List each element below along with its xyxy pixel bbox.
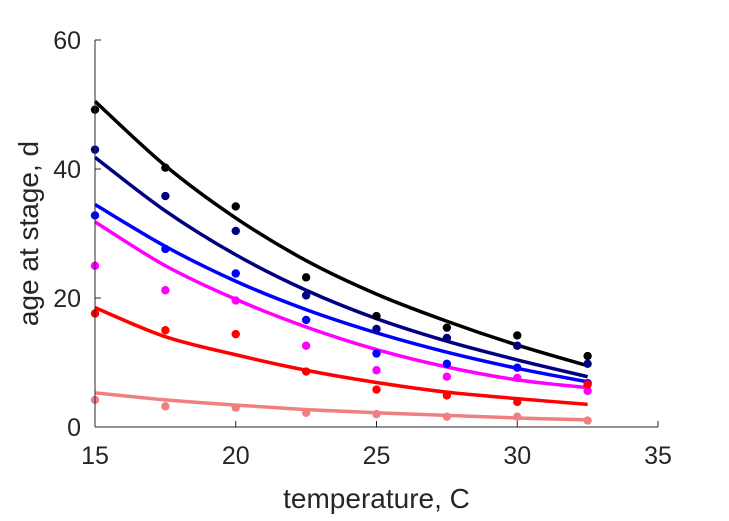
fit-line-2 [93,155,589,379]
data-point [231,403,240,412]
x-tick-label: 35 [644,442,672,470]
data-point [372,366,381,375]
data-point [442,412,452,421]
data-point [513,397,522,407]
data-point [513,373,522,383]
data-point [583,380,592,389]
data-point [372,409,381,419]
x-axis-label: temperature, C [283,483,470,514]
fit-line-4 [94,220,588,390]
x-tick-label: 25 [363,442,391,470]
data-point [442,333,452,343]
data-point [301,341,311,350]
data-point [442,391,452,400]
data-point [583,386,592,396]
y-axis-label: age at stage, d [13,141,44,326]
data-point [442,372,452,381]
data-point [513,341,522,350]
data-points [90,105,592,425]
y-tick-label: 40 [53,156,81,184]
data-point [372,311,381,321]
data-point [161,244,170,254]
x-tick-label: 20 [222,442,250,470]
data-point [231,269,240,278]
data-point [231,329,240,339]
data-point [161,326,170,335]
data-point [372,324,381,334]
axis-ticks: 15 20 25 30 35 0 20 40 60 [53,27,672,470]
data-point [161,286,170,295]
data-point [231,202,240,211]
x-tick-label: 30 [503,442,531,470]
data-point [442,359,452,368]
data-point [372,385,381,394]
fit-line-5 [94,306,588,407]
y-tick-label: 60 [53,27,81,55]
fit-line-1 [93,99,589,368]
data-point [231,296,240,305]
data-point [301,408,311,418]
data-point [442,323,452,332]
y-tick-label: 0 [67,414,81,442]
data-point [301,273,311,282]
data-point [231,226,240,236]
data-point [513,363,522,372]
y-tick-label: 20 [53,285,81,313]
fit-curves [93,99,589,422]
data-point [583,416,592,425]
data-point [372,349,381,358]
fit-line-3 [94,202,588,384]
data-point [161,402,170,411]
data-point [161,191,170,201]
x-tick-label: 15 [81,442,109,470]
data-point [583,359,592,368]
data-point [301,315,311,325]
data-point [301,367,311,376]
data-point [161,163,170,172]
fit-line-6 [94,391,588,422]
data-point [513,331,522,340]
data-point [583,351,592,361]
data-point [301,291,311,300]
data-point [513,412,522,421]
